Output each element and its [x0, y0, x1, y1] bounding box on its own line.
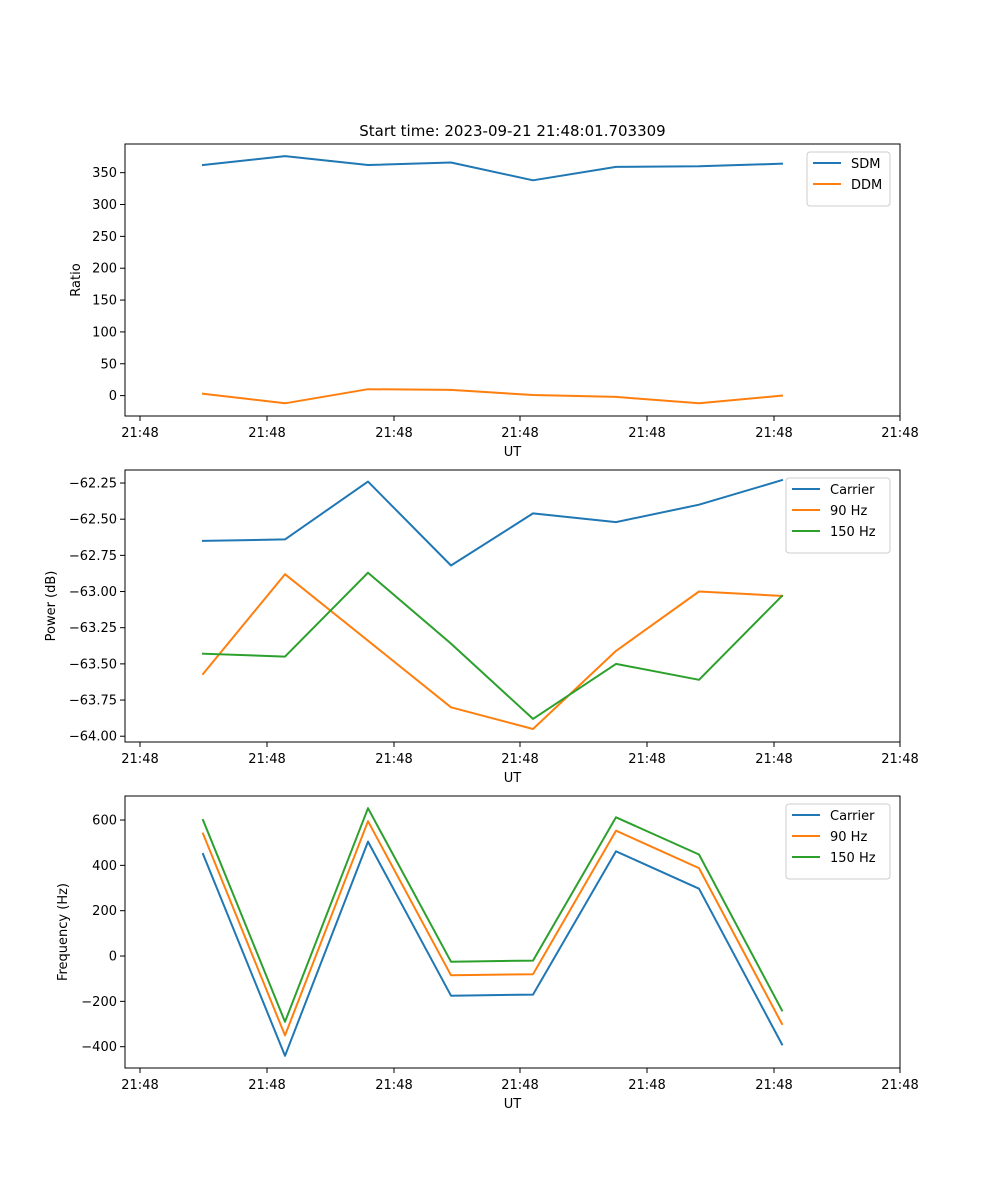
y-tick-label: 350: [92, 166, 117, 181]
y-tick-label: 50: [100, 357, 117, 372]
axes-frame: [124, 469, 901, 743]
y-tick-label: −62.25: [69, 477, 117, 492]
x-tick-label: 21:48: [501, 752, 538, 767]
y-tick-label: 400: [92, 859, 117, 874]
series-line-150-hz: [201, 571, 784, 720]
y-tick-label: −62.50: [69, 513, 117, 528]
y-tick-label: 100: [92, 325, 117, 340]
x-tick-label: 21:48: [881, 1078, 918, 1093]
y-tick-label: −63.50: [69, 657, 117, 672]
series-line-90-hz: [201, 820, 784, 1037]
x-tick-label: 21:48: [755, 426, 792, 441]
x-tick-label: 21:48: [121, 752, 158, 767]
y-tick-label: 0: [109, 389, 117, 404]
y-tick-label: −400: [81, 1040, 117, 1055]
x-axis-label: UT: [504, 1097, 522, 1112]
x-tick-label: 21:48: [881, 752, 918, 767]
legend-label: Carrier: [830, 809, 875, 824]
y-tick-label: −63.00: [69, 585, 117, 600]
x-tick-label: 21:48: [248, 426, 285, 441]
y-axis-label: Frequency (Hz): [56, 883, 71, 981]
y-tick-label: −63.25: [69, 621, 117, 636]
legend-label: 150 Hz: [830, 851, 876, 866]
x-tick-label: 21:48: [121, 426, 158, 441]
x-tick-label: 21:48: [628, 1078, 665, 1093]
y-tick-label: 250: [92, 230, 117, 245]
legend-label: 150 Hz: [830, 525, 876, 540]
y-tick-label: 0: [109, 950, 117, 965]
x-tick-label: 21:48: [501, 1078, 538, 1093]
y-tick-label: −62.75: [69, 549, 117, 564]
y-tick-label: −200: [81, 995, 117, 1010]
chart-panel-1: Start time: 2023-09-21 21:48:01.703309 21…: [69, 122, 919, 460]
axes-frame: [124, 143, 901, 417]
legend-box: [806, 151, 891, 207]
x-tick-label: 21:48: [501, 426, 538, 441]
x-tick-label: 21:48: [375, 1078, 412, 1093]
series-line-sdm: [201, 155, 784, 182]
chart-title: Start time: 2023-09-21 21:48:01.703309: [359, 122, 665, 140]
x-tick-label: 21:48: [248, 1078, 285, 1093]
series-line-90-hz: [201, 573, 784, 730]
y-axis-label: Ratio: [69, 263, 84, 296]
x-tick-label: 21:48: [121, 1078, 158, 1093]
y-tick-label: 200: [92, 262, 117, 277]
y-tick-label: 600: [92, 814, 117, 829]
series-line-carrier: [201, 840, 784, 1057]
legend-label: SDM: [851, 157, 880, 172]
y-tick-label: −64.00: [69, 730, 117, 745]
y-tick-label: −63.75: [69, 694, 117, 709]
axes-frame: [124, 795, 901, 1069]
x-tick-label: 21:48: [375, 426, 412, 441]
legend-label: 90 Hz: [830, 504, 867, 519]
x-tick-label: 21:48: [881, 426, 918, 441]
series-line-carrier: [201, 478, 784, 567]
y-tick-label: 300: [92, 198, 117, 213]
y-tick-label: 200: [92, 904, 117, 919]
legend-label: DDM: [851, 178, 882, 193]
x-tick-label: 21:48: [248, 752, 285, 767]
x-axis-label: UT: [504, 771, 522, 786]
x-tick-label: 21:48: [628, 752, 665, 767]
series-line-150-hz: [201, 807, 784, 1023]
legend-label: 90 Hz: [830, 830, 867, 845]
legend-box: [785, 803, 891, 880]
y-tick-label: 150: [92, 294, 117, 309]
x-tick-label: 21:48: [755, 1078, 792, 1093]
x-tick-label: 21:48: [755, 752, 792, 767]
chart-panel-3: 21:48 21:48 21:48 21:48 21:48 21:48 21:48 UT −40…: [56, 795, 919, 1112]
x-axis-label: UT: [504, 445, 522, 460]
legend: Carrier 90 Hz 150 Hz: [785, 477, 891, 554]
legend: Carrier 90 Hz 150 Hz: [785, 803, 891, 880]
x-tick-label: 21:48: [628, 426, 665, 441]
legend: SDM DDM: [806, 151, 891, 207]
y-axis-label: Power (dB): [44, 571, 59, 642]
legend-box: [785, 477, 891, 554]
legend-label: Carrier: [830, 483, 875, 498]
chart-panel-2: 21:48 21:48 21:48 21:48 21:48 21:48 21:48 UT −62…: [44, 469, 919, 786]
series-line-ddm: [201, 388, 784, 405]
x-tick-label: 21:48: [375, 752, 412, 767]
